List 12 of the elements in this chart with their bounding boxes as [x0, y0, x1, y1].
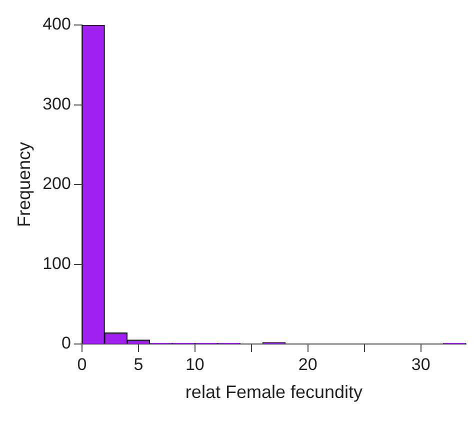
x-tick-label: 5 — [134, 354, 144, 374]
y-tick-label: 200 — [42, 174, 71, 194]
y-axis-title: Frequency — [14, 142, 34, 228]
x-tick-label: 0 — [77, 354, 87, 374]
y-tick-label: 400 — [42, 14, 71, 34]
y-tick-label: 0 — [61, 334, 71, 353]
x-tick-label: 10 — [185, 354, 204, 374]
x-tick-label: 30 — [411, 354, 430, 374]
y-tick-label: 100 — [42, 254, 71, 273]
y-tick-label: 300 — [42, 94, 71, 114]
x-tick-label: 20 — [298, 354, 318, 374]
x-axis-title: relat Female fecundity — [185, 382, 363, 402]
